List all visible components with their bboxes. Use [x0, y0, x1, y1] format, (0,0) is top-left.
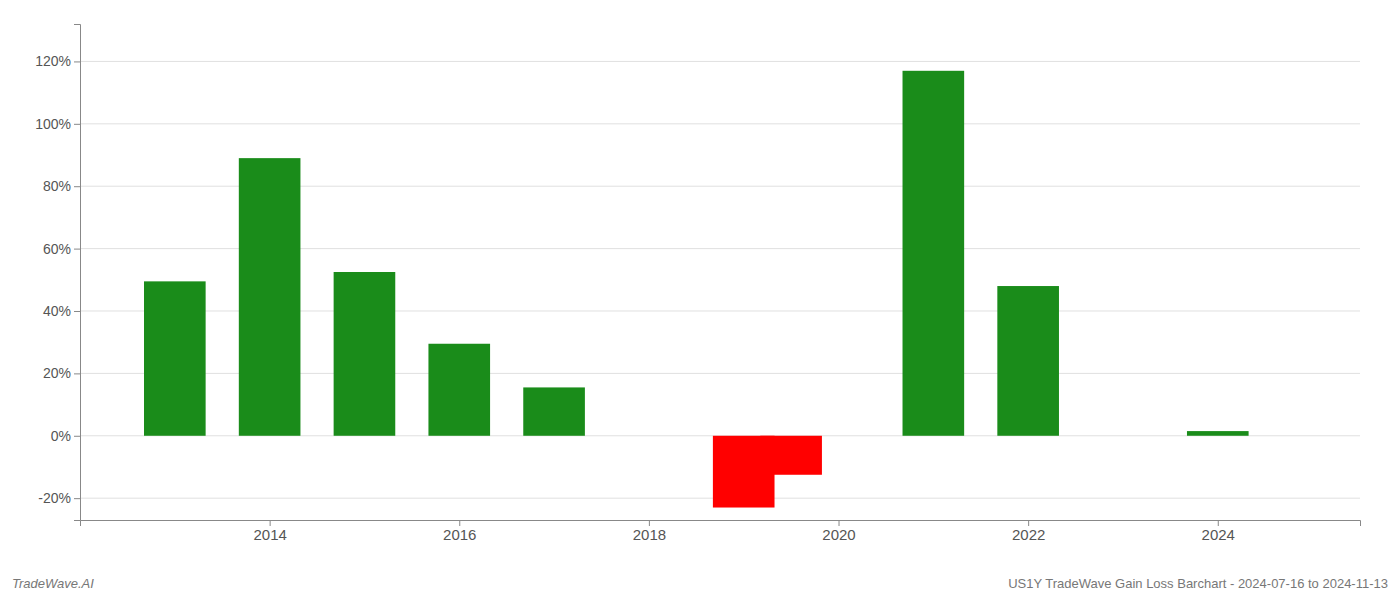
x-tick: 2016: [443, 520, 476, 543]
bar: [334, 272, 396, 436]
x-tick-label: 2018: [633, 526, 666, 543]
x-axis: 2014 2016 2018 2020 2022 2024: [81, 520, 1361, 543]
bar: [1187, 431, 1249, 436]
y-tick-label: 60%: [43, 241, 71, 257]
footer-left: TradeWave.AI: [12, 576, 94, 591]
y-tick-mark: [74, 373, 80, 374]
x-tick: 2020: [822, 520, 855, 543]
y-tick-mark: [74, 311, 80, 312]
bar: [997, 286, 1059, 436]
y-tick: 100%: [35, 116, 80, 132]
grid: [80, 61, 1360, 498]
x-tick-label: 2016: [443, 526, 476, 543]
y-tick: 120%: [35, 53, 80, 69]
y-axis-line: [74, 25, 81, 521]
y-tick: 0%: [51, 428, 80, 444]
y-tick-label: 0%: [51, 428, 71, 444]
footer-right: US1Y TradeWave Gain Loss Barchart - 2024…: [1008, 576, 1388, 591]
x-tick: 2024: [1202, 520, 1235, 543]
bar: [760, 436, 822, 475]
x-tick: 2018: [633, 520, 666, 543]
y-tick-label: 20%: [43, 365, 71, 381]
bar: [144, 281, 206, 435]
y-tick-mark: [74, 249, 80, 250]
x-tick: 2022: [1012, 520, 1045, 543]
bar: [239, 158, 301, 436]
y-tick: -20%: [38, 490, 80, 506]
y-tick: 60%: [43, 241, 80, 257]
x-tick-label: 2022: [1012, 526, 1045, 543]
y-tick-mark: [74, 186, 80, 187]
y-tick-mark: [74, 124, 80, 125]
grid-line: [80, 61, 1360, 62]
x-tick-label: 2024: [1202, 526, 1235, 543]
y-tick-label: 120%: [35, 53, 71, 69]
bars: [144, 71, 1249, 508]
y-tick: 20%: [43, 365, 80, 381]
y-axis: -20% 0% 20% 40% 60% 80% 100% 120%: [35, 25, 80, 521]
y-tick-mark: [74, 436, 80, 437]
y-tick-mark: [74, 498, 80, 499]
x-tick-label: 2014: [253, 526, 286, 543]
chart: 2014 2016 2018 2020 2022 2024 -20% 0% 20% 40% 60% 8…: [0, 0, 1400, 600]
y-tick-mark: [74, 61, 80, 62]
y-tick: 40%: [43, 303, 80, 319]
x-tick-label: 2020: [822, 526, 855, 543]
bar: [523, 387, 585, 435]
y-tick: 80%: [43, 178, 80, 194]
bar: [903, 71, 965, 436]
y-tick-label: -20%: [38, 490, 71, 506]
x-tick: 2014: [253, 520, 286, 543]
y-tick-label: 80%: [43, 178, 71, 194]
y-tick-label: 100%: [35, 116, 71, 132]
bar: [428, 344, 490, 436]
grid-line: [80, 123, 1360, 124]
plot: 2014 2016 2018 2020 2022 2024 -20% 0% 20% 40% 60% 8…: [35, 25, 1360, 543]
y-tick-label: 40%: [43, 303, 71, 319]
